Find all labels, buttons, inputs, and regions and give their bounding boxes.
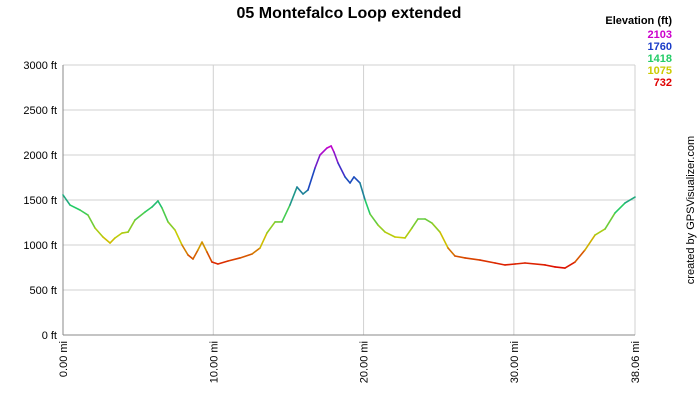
elevation-segment xyxy=(314,154,321,169)
elevation-segment xyxy=(69,204,81,211)
elevation-segment xyxy=(167,221,176,231)
elevation-segment xyxy=(121,231,129,234)
y-tick-label: 2500 ft xyxy=(23,105,57,117)
elevation-segment xyxy=(464,257,481,261)
chart-title: 05 Montefalco Loop extended xyxy=(237,5,462,22)
x-tick-label: 30.00 mi xyxy=(509,341,521,383)
elevation-segment xyxy=(439,231,449,249)
elevation-segment xyxy=(319,147,328,156)
elevation-segment xyxy=(349,176,355,184)
elevation-segment xyxy=(281,204,291,223)
elevation-segment xyxy=(394,236,406,239)
elevation-segment xyxy=(109,237,116,244)
elevation-segment xyxy=(127,219,136,233)
elevation-segment xyxy=(574,249,586,263)
elevation-segment xyxy=(239,253,253,259)
elevation-segment xyxy=(144,206,153,213)
elevation-segment xyxy=(289,186,298,206)
elevation-segment xyxy=(377,224,386,233)
elevation-segment xyxy=(337,162,346,178)
x-tick-label: 20.00 mi xyxy=(359,341,371,383)
elevation-segment xyxy=(206,251,213,263)
legend-title: Elevation (ft) xyxy=(605,15,672,27)
elevation-segment xyxy=(157,200,163,209)
elevation-segment xyxy=(87,214,96,229)
elevation-segment xyxy=(266,221,276,234)
elevation-segment xyxy=(447,247,456,257)
elevation-segment xyxy=(584,234,596,251)
elevation-segment xyxy=(251,247,261,255)
x-tick-label: 10.00 mi xyxy=(208,341,220,383)
elevation-segment xyxy=(307,167,316,191)
legend-value: 1418 xyxy=(648,53,672,65)
y-tick-label: 1500 ft xyxy=(23,195,57,207)
y-tick-label: 500 ft xyxy=(29,285,57,297)
elevation-segment xyxy=(353,176,361,184)
y-tick-label: 2000 ft xyxy=(23,150,57,162)
elevation-segment xyxy=(424,218,433,224)
elevation-segment xyxy=(151,200,159,208)
credit: created by GPSVisualizer.com xyxy=(685,136,697,284)
elevation-segment xyxy=(479,259,496,264)
elevation-segment xyxy=(384,231,396,238)
elevation-segment xyxy=(604,212,616,230)
elevation-segment xyxy=(192,249,199,260)
elevation-segment xyxy=(614,202,626,214)
elevation-segment xyxy=(197,241,203,251)
elevation-segment xyxy=(404,227,413,239)
elevation-segment xyxy=(201,241,208,253)
elevation-segment xyxy=(134,211,146,221)
elevation-segment xyxy=(359,182,366,201)
elevation-segment xyxy=(181,244,189,256)
elevation-segment xyxy=(364,199,371,215)
elevation-segment xyxy=(102,236,111,244)
elevation-segment xyxy=(161,207,169,223)
y-tick-label: 1000 ft xyxy=(23,240,57,252)
elevation-segment xyxy=(333,151,339,164)
legend-value: 1075 xyxy=(648,65,672,77)
elevation-segment xyxy=(296,186,304,195)
elevation-segment xyxy=(79,209,89,216)
elevation-segment xyxy=(94,227,104,238)
elevation-segment xyxy=(114,232,123,239)
elevation-segment xyxy=(217,260,229,265)
elevation-segment xyxy=(431,222,441,233)
elevation-segment xyxy=(454,255,466,259)
x-tick-label: 0.00 mi xyxy=(58,341,70,377)
elevation-segment xyxy=(62,194,71,206)
elevation-segment xyxy=(302,189,309,195)
elevation-segment xyxy=(187,254,194,260)
elevation-segment xyxy=(524,262,546,266)
elevation-segment xyxy=(624,196,636,204)
elevation-segment xyxy=(227,257,241,262)
elevation-segment xyxy=(544,264,556,268)
elevation-segment xyxy=(174,229,183,246)
elevation-segment xyxy=(411,218,419,229)
elevation-segment xyxy=(514,262,526,265)
elevation-segment xyxy=(369,213,379,226)
elevation-segment xyxy=(504,263,516,266)
elevation-segment xyxy=(564,261,576,269)
legend-value: 732 xyxy=(654,77,672,89)
elevation-segment xyxy=(344,176,351,184)
y-tick-label: 0 ft xyxy=(42,330,57,342)
elevation-segment xyxy=(494,262,506,266)
y-tick-label: 3000 ft xyxy=(23,60,57,72)
x-tick-label: 38.06 mi xyxy=(630,341,642,383)
elevation-segment xyxy=(594,228,606,236)
elevation-segment xyxy=(330,145,335,153)
elevation-segment xyxy=(554,266,566,269)
elevation-segment xyxy=(211,261,219,265)
elevation-segment xyxy=(259,232,268,249)
legend-value: 1760 xyxy=(648,41,672,53)
legend-value: 2103 xyxy=(648,29,672,41)
